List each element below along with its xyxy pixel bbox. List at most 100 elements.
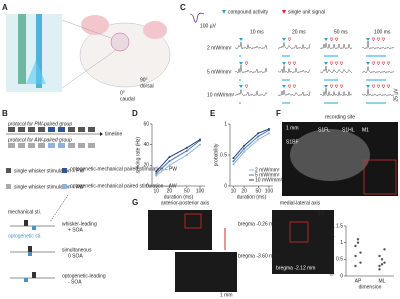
brain-region bbox=[290, 129, 370, 181]
unit-marker bbox=[376, 61, 381, 66]
zoom-line bbox=[61, 49, 117, 89]
block bbox=[8, 143, 15, 148]
craniotomy bbox=[110, 32, 130, 52]
row-label: 10 mW/mm² bbox=[207, 92, 235, 98]
x-axis-label: duration (ms) bbox=[164, 194, 194, 200]
panel-label: A bbox=[2, 3, 8, 12]
region-label: M1 bbox=[362, 127, 369, 133]
dot bbox=[380, 258, 384, 261]
point bbox=[155, 170, 158, 173]
dot bbox=[356, 241, 360, 244]
y-axis-label: transfection size (mm) bbox=[329, 226, 335, 276]
unit-marker bbox=[371, 61, 376, 66]
unit-marker bbox=[329, 37, 334, 42]
dot bbox=[356, 238, 360, 241]
panel-label: F bbox=[276, 109, 281, 118]
point bbox=[243, 144, 246, 147]
soa-diagrams bbox=[10, 220, 55, 282]
unit-marker bbox=[334, 37, 339, 42]
opto-pulse bbox=[24, 278, 28, 282]
ear bbox=[81, 15, 109, 35]
x-axis-label: duration (ms) bbox=[237, 194, 267, 200]
point bbox=[243, 147, 246, 150]
mouse-head bbox=[79, 22, 171, 88]
x-tick-label: 10 bbox=[231, 188, 237, 194]
unit-marker bbox=[386, 84, 391, 89]
block bbox=[58, 143, 65, 148]
angle-label: dorsal bbox=[140, 83, 154, 89]
compound-marker bbox=[324, 38, 328, 41]
unit-marker bbox=[386, 61, 391, 66]
point bbox=[232, 163, 235, 166]
mech-pulse bbox=[28, 246, 32, 252]
y-tick-label: 1 bbox=[340, 240, 343, 246]
point bbox=[257, 135, 260, 138]
angle-label: 0° bbox=[120, 90, 125, 96]
y-axis-label: probability bbox=[213, 143, 219, 166]
axis bbox=[151, 124, 205, 187]
legend-icon bbox=[282, 10, 286, 14]
compound-marker bbox=[282, 38, 286, 41]
compound-marker bbox=[366, 38, 370, 41]
x-tick-label: 10 bbox=[153, 188, 159, 194]
point bbox=[232, 157, 235, 160]
y-tick-label: 0 bbox=[146, 183, 149, 189]
protocol-title: protocol for AW-paired group bbox=[7, 137, 72, 143]
region-label: S1BF bbox=[286, 139, 299, 145]
legend-label: compound activity bbox=[228, 9, 269, 15]
block bbox=[28, 127, 35, 132]
unit-marker bbox=[376, 84, 381, 89]
column-label: 50 ms bbox=[334, 29, 348, 35]
dot bbox=[378, 254, 381, 258]
panel-title: recording site bbox=[325, 114, 355, 120]
block bbox=[68, 143, 75, 148]
unit-marker bbox=[287, 84, 292, 89]
x-tick-label: 100 bbox=[265, 188, 274, 194]
slice-image bbox=[175, 252, 237, 292]
block bbox=[88, 127, 95, 132]
unit-marker bbox=[334, 84, 339, 89]
y-tick-label: 0.5 bbox=[220, 152, 227, 158]
y-tick-label: 1.5 bbox=[336, 223, 343, 229]
compound-marker bbox=[239, 38, 243, 41]
panel-label: C bbox=[180, 3, 186, 12]
x-tick-label: 50 bbox=[255, 188, 261, 194]
block bbox=[28, 143, 35, 148]
point bbox=[232, 160, 235, 163]
column-label: 20 ms bbox=[292, 29, 306, 35]
panel-label: D bbox=[132, 109, 138, 118]
compound-marker bbox=[282, 62, 286, 65]
x-tick-label: 50 bbox=[184, 188, 190, 194]
x-tick-label: AP bbox=[355, 278, 362, 284]
zoom-line bbox=[61, 19, 112, 39]
block bbox=[38, 143, 45, 148]
unit-marker bbox=[371, 37, 376, 42]
unit-marker bbox=[381, 37, 386, 42]
bregma-label: bregma -0.26 mm bbox=[238, 221, 277, 227]
trace bbox=[277, 65, 311, 74]
dot bbox=[383, 261, 386, 264]
point bbox=[155, 172, 158, 175]
point bbox=[185, 149, 188, 152]
point bbox=[199, 143, 202, 146]
block bbox=[18, 127, 25, 132]
block bbox=[48, 127, 55, 132]
blocks bbox=[8, 127, 95, 148]
legend-label: optogenetic-mechanical paired stimulatio… bbox=[70, 183, 177, 189]
block bbox=[18, 143, 25, 148]
legend-icon bbox=[222, 10, 226, 14]
mech-pulse bbox=[24, 220, 28, 226]
x-tick-label: 100 bbox=[196, 188, 205, 194]
unit-marker bbox=[339, 61, 344, 66]
panel-c: 100 µV compound activity single unit sig… bbox=[189, 9, 399, 104]
y-tick-label: 0.5 bbox=[336, 257, 343, 263]
panel-a: 90° dorsal 0° caudal bbox=[6, 14, 171, 102]
panel-label: G bbox=[132, 198, 138, 207]
trace bbox=[320, 65, 353, 74]
trace bbox=[234, 89, 268, 97]
compound-marker bbox=[239, 62, 243, 65]
panel-f: recording site 1 mm S1BF S1FL S1HL M1 bbox=[282, 114, 398, 196]
y-axis-label: spiking rate (Hz) bbox=[135, 136, 141, 173]
line bbox=[155, 140, 201, 174]
